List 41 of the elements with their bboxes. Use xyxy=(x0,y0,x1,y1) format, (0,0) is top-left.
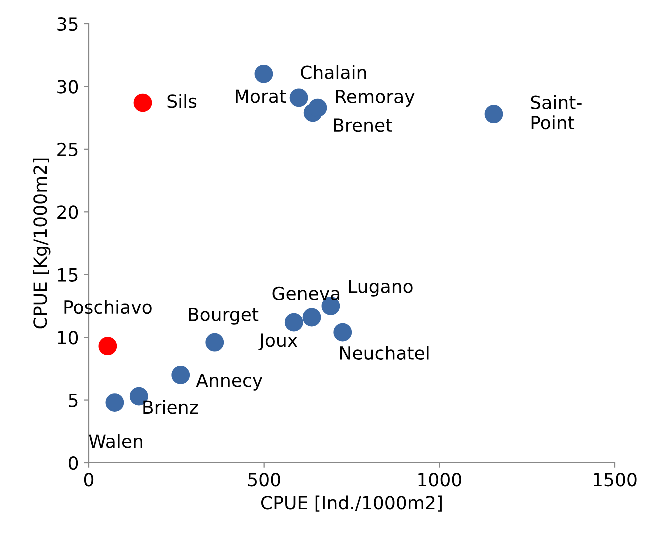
annotation: Geneva xyxy=(272,286,340,301)
annotation: Remoray xyxy=(336,90,415,108)
y-tick-label: 25 xyxy=(58,142,78,157)
point xyxy=(334,323,352,342)
y-tick-label: 30 xyxy=(58,80,78,94)
annotation: Poschiavo xyxy=(64,300,152,314)
point xyxy=(106,394,124,412)
y-tick-label: 20 xyxy=(58,206,78,220)
x-axis-title: CPUE [Ind./1000m2] xyxy=(262,496,442,512)
annotation: Annecy xyxy=(196,374,263,391)
y-tick-label: 5 xyxy=(69,394,78,408)
annotation: Bourget xyxy=(189,308,259,325)
x-tick-label: 1000 xyxy=(418,473,462,487)
annotation: Saint- Point xyxy=(531,95,582,130)
point xyxy=(308,98,328,118)
x-tick-label: 500 xyxy=(248,473,280,487)
point xyxy=(134,94,152,112)
annotation: Joux xyxy=(258,334,298,351)
annotation: Walen xyxy=(89,434,142,448)
point xyxy=(206,333,224,352)
y-tick-label: 15 xyxy=(58,268,78,282)
annotation: Chalain xyxy=(301,65,366,80)
annotation: Morat xyxy=(236,90,286,104)
x-tick-label: 0 xyxy=(84,473,94,487)
point xyxy=(172,366,190,384)
annotation: Brienz xyxy=(144,400,198,414)
point xyxy=(290,88,308,108)
y-tick-label: 0 xyxy=(68,456,78,470)
annotation: Brenet xyxy=(334,118,392,132)
point xyxy=(302,308,322,327)
y-axis-title: CPUE [Kg/1000m2] xyxy=(33,158,51,329)
point xyxy=(254,64,274,84)
x-tick-label: 1500 xyxy=(594,473,637,487)
point xyxy=(98,337,118,356)
annotation: Lugano xyxy=(349,280,413,297)
y-tick-label: 35 xyxy=(58,17,78,32)
point xyxy=(284,313,304,332)
annotation: Sils xyxy=(168,94,197,108)
point xyxy=(484,105,504,124)
y-tick-label: 10 xyxy=(58,331,78,345)
annotation: Neuchatel xyxy=(340,346,429,360)
